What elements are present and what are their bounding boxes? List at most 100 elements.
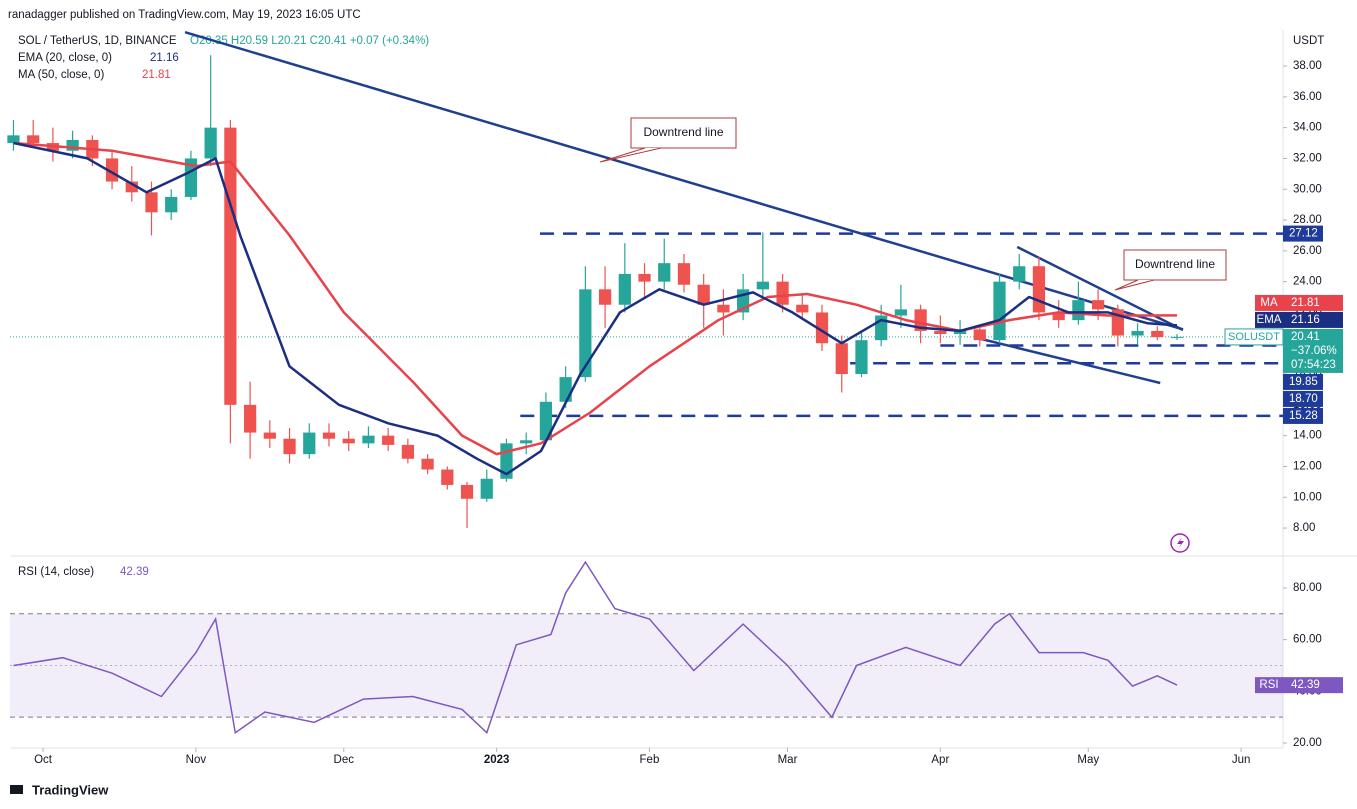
candle-body — [303, 432, 316, 455]
symbol: SOL / TetherUS, 1D, BINANCE — [18, 35, 177, 47]
candle-body — [697, 284, 710, 305]
level-tag: 27.12 — [1289, 228, 1318, 240]
countdown: 07:54:23 — [1291, 359, 1336, 371]
callout-box — [1123, 249, 1227, 281]
x-tick-label: 2023 — [484, 754, 510, 766]
candle-body — [204, 127, 217, 159]
candle-body — [1151, 330, 1164, 338]
y-tick-label: 26.00 — [1293, 245, 1322, 257]
candle-body — [145, 192, 158, 213]
rsi-legend-value: 42.39 — [120, 566, 149, 578]
callout-text: Downtrend line — [1135, 257, 1215, 271]
price-tag-label-box — [1255, 677, 1283, 694]
candle-body — [1052, 312, 1065, 321]
ma-legend: MA (50, close, 0) — [18, 69, 104, 81]
candle-body — [1170, 336, 1184, 338]
price-tag-label-box — [1255, 311, 1283, 328]
candle-body — [579, 289, 592, 378]
ema-legend-value: 21.16 — [150, 52, 179, 64]
y-tick-label: 8.00 — [1293, 522, 1315, 534]
x-tick-label: Feb — [640, 754, 660, 766]
candle-body — [835, 343, 848, 375]
currency: USDT — [1293, 35, 1324, 47]
candle-body — [105, 158, 119, 182]
candle-body — [224, 127, 237, 405]
callout-box — [630, 117, 737, 149]
candle-body — [401, 444, 414, 459]
candle-body — [165, 196, 178, 213]
candle-body — [559, 377, 572, 402]
last-price: 20.41 — [1291, 331, 1320, 343]
candle-body — [7, 135, 20, 144]
footer: TradingView — [32, 782, 109, 797]
y-tick-label: 12.00 — [1293, 460, 1322, 472]
callout-pointer — [1114, 279, 1155, 291]
level-tag-box — [1283, 407, 1323, 424]
level-tag: 15.28 — [1289, 410, 1318, 422]
rsi-line — [13, 560, 1178, 735]
candle-body — [441, 469, 454, 485]
y-tick-label: 10.00 — [1293, 491, 1322, 503]
candle-body — [27, 135, 40, 144]
ma-line — [13, 141, 1178, 456]
y-tick-label: 14.00 — [1293, 430, 1322, 442]
y-tick-label: 28.00 — [1293, 214, 1322, 226]
candle-body — [973, 329, 986, 341]
candle-body — [125, 181, 138, 193]
x-tick-label: Jun — [1232, 754, 1251, 766]
candle-body — [421, 458, 434, 470]
candle-body — [914, 309, 927, 331]
x-tick-label: Nov — [186, 754, 207, 766]
price-tag-value: 42.39 — [1291, 679, 1320, 691]
candle-body — [1013, 266, 1026, 282]
callout-pointer — [599, 147, 662, 163]
candle-body — [243, 404, 257, 433]
candle-body — [1092, 300, 1105, 310]
candle-body — [934, 330, 947, 335]
y-tick-label: 30.00 — [1293, 183, 1322, 195]
rsi-legend: RSI (14, close) — [18, 566, 94, 578]
candle-body — [815, 312, 829, 344]
ema-legend: EMA (20, close, 0) — [18, 52, 112, 64]
candle-body — [184, 158, 198, 197]
y-tick-label: 38.00 — [1293, 60, 1322, 72]
publisher: ranadagger published on TradingView.com,… — [8, 9, 361, 21]
lightning-icon — [1170, 533, 1190, 553]
y-tick-label: 24.00 — [1293, 276, 1322, 288]
change: −37.06% — [1291, 345, 1337, 357]
candle-body — [658, 263, 671, 282]
level-tag-box — [1283, 390, 1323, 407]
price-tag-label: EMA — [1257, 314, 1282, 326]
price-tag-value-box — [1283, 311, 1343, 328]
price-tag-value: 21.16 — [1291, 314, 1320, 326]
level-tag: 18.70 — [1289, 393, 1318, 405]
y-tick-label: 32.00 — [1293, 152, 1322, 164]
y-tick-label: 34.00 — [1293, 122, 1322, 134]
candle-body — [263, 432, 276, 439]
x-tick-label: Mar — [778, 754, 798, 766]
last-price-box — [1283, 328, 1343, 373]
trendline — [979, 337, 1161, 385]
candle-body — [855, 340, 868, 375]
candle-body — [480, 478, 493, 499]
candle-body — [283, 438, 296, 455]
candle-body — [362, 435, 375, 444]
x-tick-label: Oct — [34, 754, 53, 766]
candle-body — [993, 281, 1006, 341]
rsi-tick-label: 20.00 — [1293, 737, 1322, 749]
rsi-tick-label: 80.00 — [1293, 582, 1322, 594]
ohlc: O20.35 H20.59 L20.21 C20.41 +0.07 (+0.34… — [190, 35, 429, 47]
candle-body — [1032, 266, 1046, 313]
price-tag-value-box — [1283, 294, 1343, 311]
price-tag-label: RSI — [1259, 679, 1278, 691]
candle-body — [598, 289, 612, 305]
candle-body — [382, 435, 395, 445]
candle-body — [539, 401, 553, 441]
candle-body — [776, 281, 789, 305]
y-tick-label: 36.00 — [1293, 91, 1322, 103]
callout-text: Downtrend line — [643, 125, 723, 139]
candle-body — [717, 304, 730, 313]
level-tag: 19.85 — [1289, 376, 1318, 388]
footer-logo: TradingView — [10, 782, 109, 797]
